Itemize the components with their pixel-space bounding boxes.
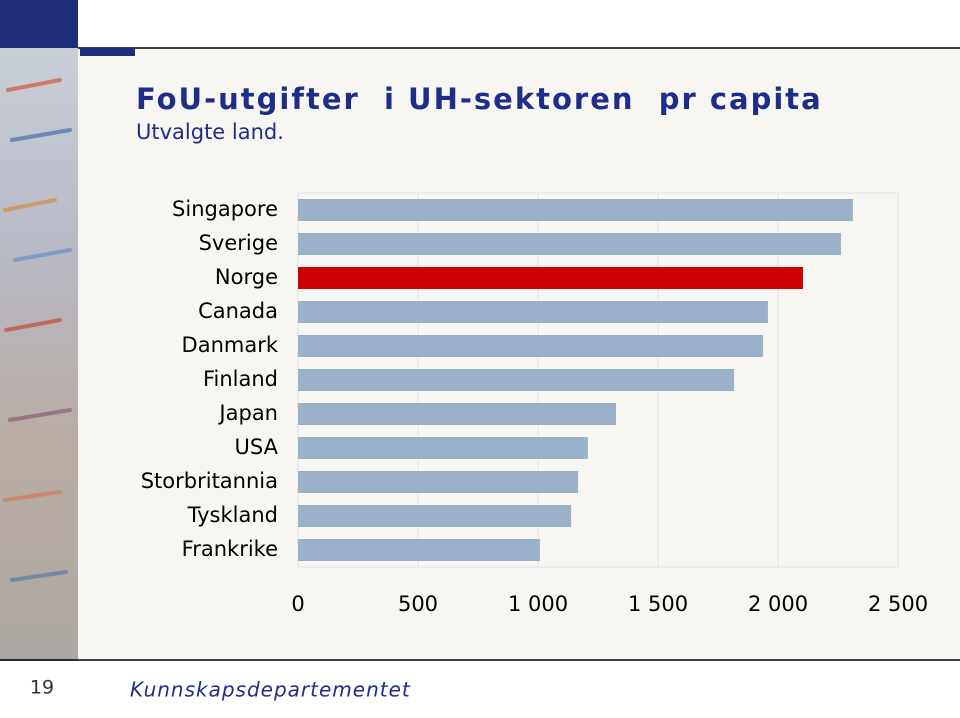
chart-title: FoU-utgifter i UH-sektoren pr capita [136,82,823,116]
x-tick-label: 1 000 [508,592,568,616]
y-tick-label: Canada [198,299,278,323]
x-tick-label: 2 000 [748,592,808,616]
plot: 0 500 1 000 1 500 2 000 2 500 Singapore Sverige… [141,192,928,616]
decor-strokes [3,78,72,582]
bar [298,301,768,323]
bar [298,505,572,527]
x-tick-label: 1 500 [628,592,688,616]
decor-strip [0,48,78,718]
chart-subtitle: Utvalgte land. [136,120,284,144]
y-tick-label: Danmark [182,333,279,357]
y-tick-label: Norge [215,265,278,289]
y-tick-label: Sverige [199,231,278,255]
bar [298,437,588,459]
bar [298,233,841,255]
page-box [0,661,78,718]
bar [298,335,764,357]
y-tick-label: Japan [217,401,278,425]
bar [298,471,579,493]
footer-organization: Kunnskapsdepartementet [130,678,411,702]
y-tick-label: USA [235,435,279,459]
bar [298,199,853,221]
accent-bar [80,48,135,56]
bar [298,267,803,289]
bar [298,539,540,561]
y-tick-label: Tyskland [187,503,278,527]
bar [298,403,616,425]
x-tick-label: 2 500 [868,592,928,616]
y-tick-label: Singapore [172,197,278,221]
page-number: 19 [30,677,54,699]
x-tick-label: 500 [398,592,438,616]
logo-block [0,0,78,48]
y-tick-label: Finland [203,367,278,391]
y-tick-label: Storbritannia [141,469,278,493]
bar [298,369,735,391]
y-tick-label: Frankrike [182,537,278,561]
x-tick-label: 0 [291,592,304,616]
